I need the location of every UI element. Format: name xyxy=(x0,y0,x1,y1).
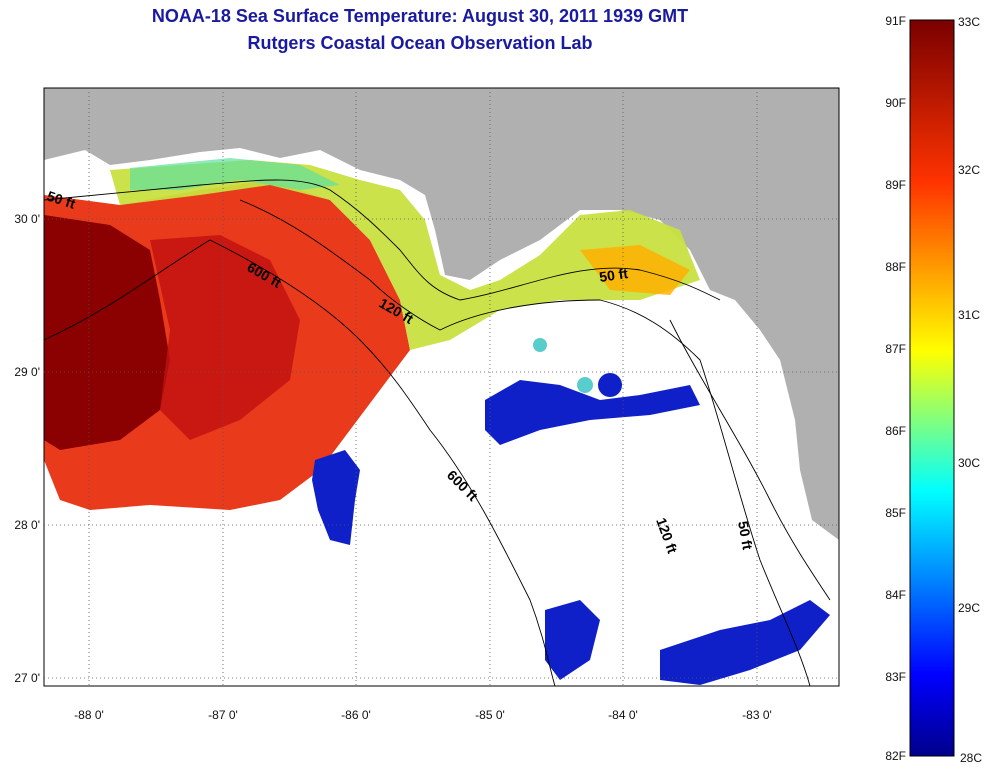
lon-tick-label: -85 0' xyxy=(475,708,505,722)
colorbar-c-label: 29C xyxy=(958,601,980,615)
colorbar-c-label: 32C xyxy=(958,163,980,177)
land-mass xyxy=(44,88,839,540)
colorbar-gradient xyxy=(909,19,955,757)
colorbar-c-label: 33C xyxy=(958,15,980,29)
lat-axis: 30 0' 29 0' 28 0' 27 0' xyxy=(14,212,40,685)
cold-water-patches xyxy=(312,373,830,685)
colorbar-f-label: 88F xyxy=(885,260,906,274)
colorbar-f-label: 90F xyxy=(885,96,906,110)
colorbar-c-label: 28C xyxy=(960,751,982,765)
colorbar-f-label: 86F xyxy=(885,424,906,438)
lat-tick-label: 29 0' xyxy=(14,365,40,379)
hot-water-core xyxy=(44,215,170,450)
colorbar-f-label: 84F xyxy=(885,588,906,602)
map-plot-area xyxy=(44,88,839,686)
colorbar-f-label: 82F xyxy=(885,749,906,763)
colorbar-f-label: 87F xyxy=(885,342,906,356)
chart-subtitle: Rutgers Coastal Ocean Observation Lab xyxy=(247,33,593,53)
map-frame xyxy=(43,87,840,687)
bathymetry-contours xyxy=(44,179,831,686)
lat-tick-label: 27 0' xyxy=(14,671,40,685)
colorbar-f-labels: 91F 90F 89F 88F 87F 86F 85F 84F 83F 82F xyxy=(885,14,906,763)
contour-label: 50 ft xyxy=(735,520,756,551)
lat-tick-label: 28 0' xyxy=(14,518,40,532)
chart-title: NOAA-18 Sea Surface Temperature: August … xyxy=(151,6,689,26)
lon-tick-label: -88 0' xyxy=(74,708,104,722)
colorbar-f-label: 83F xyxy=(885,670,906,684)
colorbar-c-label: 30C xyxy=(958,456,980,470)
lon-axis: -88 0' -87 0' -86 0' -85 0' -84 0' -83 0… xyxy=(74,708,772,722)
colorbar-f-label: 85F xyxy=(885,506,906,520)
graticule xyxy=(44,88,839,686)
contour-label: 50 ft xyxy=(598,265,629,285)
lon-tick-label: -84 0' xyxy=(608,708,638,722)
colorbar-f-label: 89F xyxy=(885,178,906,192)
colorbar-c-label: 31C xyxy=(958,308,980,322)
lon-tick-label: -86 0' xyxy=(341,708,371,722)
coastal-band xyxy=(110,160,700,350)
lon-tick-label: -87 0' xyxy=(208,708,238,722)
colorbar-f-label: 91F xyxy=(885,14,906,28)
lat-tick-label: 30 0' xyxy=(14,212,40,226)
colorbar: 91F 90F 89F 88F 87F 86F 85F 84F 83F 82F … xyxy=(885,14,982,765)
lon-tick-label: -83 0' xyxy=(742,708,772,722)
colorbar-c-labels: 33C 32C 31C 30C 29C 28C xyxy=(958,15,982,765)
